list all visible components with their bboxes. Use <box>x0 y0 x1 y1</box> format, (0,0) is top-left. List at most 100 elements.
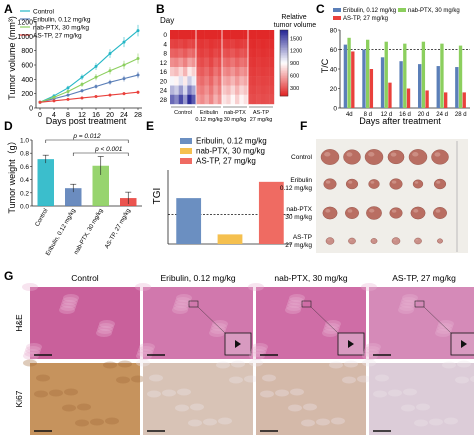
bar <box>258 181 284 244</box>
colorbar-segment <box>280 64 288 67</box>
heatmap-cell <box>248 85 253 95</box>
tissue-texture <box>118 360 132 368</box>
heatmap-cell <box>187 39 192 49</box>
tissue-texture <box>77 403 91 411</box>
heatmap-cell <box>187 30 192 40</box>
heatmap-cell <box>269 39 275 49</box>
heatmap-cell <box>248 76 253 86</box>
tissue-texture <box>289 294 305 302</box>
heatmap-cell <box>204 94 210 105</box>
bar <box>362 49 366 108</box>
zoom-region-box <box>414 300 425 308</box>
series-lines <box>38 24 140 104</box>
x-axis-title: Days after treatment <box>359 116 441 126</box>
data-point <box>94 85 98 88</box>
heatmap-cell <box>269 94 275 105</box>
bar <box>388 82 392 108</box>
heatmap-cell <box>170 48 175 58</box>
heatmap-cell <box>170 30 175 40</box>
heatmap-cell <box>252 39 257 49</box>
y-tick-label: 1200 <box>17 20 33 27</box>
heatmap-cell <box>230 85 236 95</box>
heatmap-cell <box>183 67 188 77</box>
colorbar-tick-label: 1200 <box>290 49 302 55</box>
tissue-texture <box>36 374 50 382</box>
bar <box>462 92 466 108</box>
group-label: 0.12 mg/kg <box>195 117 222 123</box>
tumor-specimen <box>322 206 338 220</box>
tissue-texture <box>98 323 114 331</box>
colorbar-segment <box>280 43 288 46</box>
tumor-specimen <box>391 237 401 245</box>
y-tick-label: 80 <box>330 28 338 35</box>
heatmap-cell <box>243 85 249 95</box>
heatmap-cell <box>252 85 257 95</box>
bar <box>421 41 426 109</box>
heatmap-cell <box>222 94 227 105</box>
heatmap-cell <box>252 76 257 86</box>
legend-swatch <box>398 8 406 12</box>
colorbar-title-line: tumor volume <box>274 22 317 29</box>
group-label: 30 mg/kg <box>224 117 247 123</box>
legend-label: AS-TP, 27 mg/kg <box>33 33 82 40</box>
tissue-texture <box>342 376 356 384</box>
zoom-connector <box>197 306 226 334</box>
heatmap-cell <box>217 57 223 68</box>
heatmap-cell <box>230 76 236 86</box>
colorbar-segment <box>280 58 288 60</box>
heatmap-cell <box>213 48 218 58</box>
row-label: 27 mg/kg <box>285 242 312 249</box>
tumor-specimen <box>389 207 403 219</box>
tissue-texture <box>403 388 417 396</box>
data-point <box>80 89 84 93</box>
tissue-texture <box>252 343 268 351</box>
tissue-texture <box>438 320 454 328</box>
tumor-highlight <box>391 180 397 184</box>
data-point <box>66 93 70 97</box>
heatmap-cell <box>187 67 192 77</box>
tissue-texture <box>210 326 226 334</box>
heatmap-cell <box>269 30 275 40</box>
y-tick-label: 400 <box>21 77 33 84</box>
tumor-specimen <box>348 237 356 245</box>
heatmap-cell <box>226 48 231 58</box>
zoom-region-box <box>188 300 199 308</box>
tissue-texture <box>218 417 232 425</box>
tissue-texture <box>400 300 416 308</box>
heatmap-cell <box>178 85 184 95</box>
tissue-texture <box>442 361 456 369</box>
row-label: 8 <box>163 51 167 58</box>
heatmap-cell <box>222 76 227 86</box>
data-point <box>38 100 42 104</box>
tumor-specimen <box>414 237 422 245</box>
heatmap-cell <box>200 85 205 95</box>
tumor-highlight <box>415 239 419 241</box>
tissue-texture <box>362 352 378 360</box>
tumor-specimen <box>410 206 426 220</box>
bar <box>440 43 444 108</box>
data-point <box>122 92 126 96</box>
group-label: 27 mg/kg <box>250 117 273 123</box>
column-header: nab-PTX, 30 mg/kg <box>274 273 348 283</box>
tissue-texture <box>34 390 48 398</box>
histology-images <box>22 283 474 435</box>
column-header: AS-TP, 27 mg/kg <box>392 273 456 283</box>
heatmap-cell <box>183 39 188 49</box>
colorbar-tick-label: 900 <box>290 61 299 67</box>
y-tick-label: 1.0 <box>20 138 29 145</box>
row-label: 0.12 mg/kg <box>280 185 313 192</box>
arrowhead-marker <box>348 340 354 348</box>
row-label: 4 <box>163 41 167 48</box>
heatmap-cell <box>191 67 197 77</box>
tissue-texture <box>162 389 176 397</box>
legend-label: Control <box>33 9 55 16</box>
heatmap-cell <box>265 48 270 58</box>
heatmap-cell <box>235 76 240 86</box>
row-labels: 0 4 8 12 16 20 24 28 <box>160 32 168 104</box>
bar <box>380 57 385 108</box>
colorbar-segment <box>280 82 288 85</box>
legend-swatch <box>180 148 192 154</box>
heatmap-cell <box>243 67 249 77</box>
